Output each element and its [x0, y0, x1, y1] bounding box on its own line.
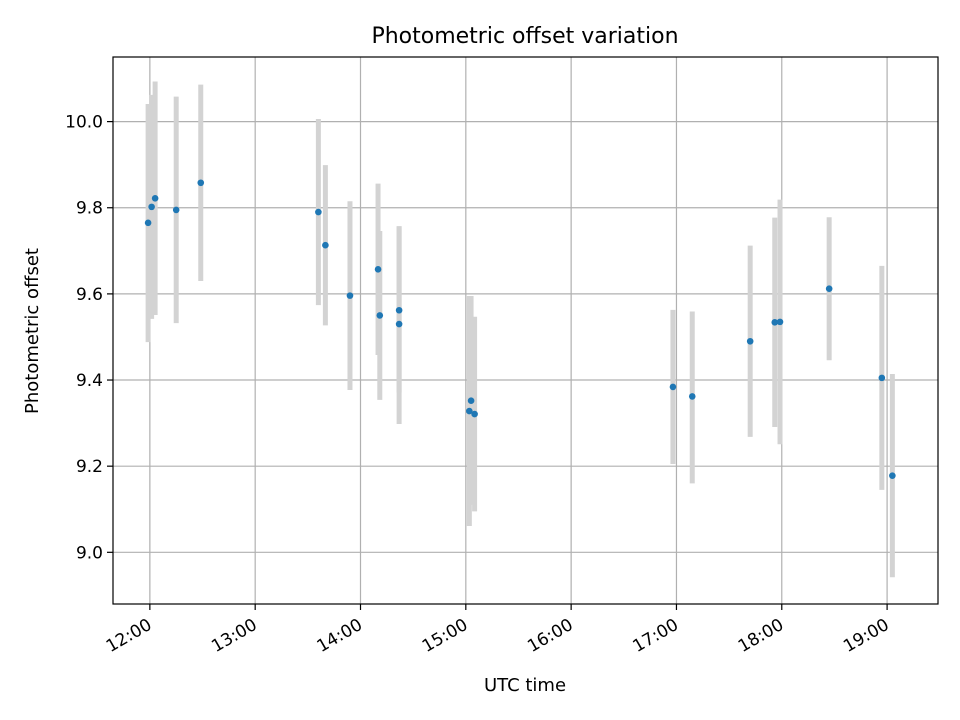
data-point: [315, 208, 322, 216]
y-tick-label: 9.8: [76, 199, 103, 219]
data-point: [825, 285, 833, 293]
data-point: [471, 410, 478, 418]
data-point: [322, 241, 329, 249]
x-tick-label: 19:00: [840, 615, 892, 657]
data-point: [776, 318, 784, 326]
data-point: [172, 206, 180, 214]
data-point: [688, 393, 696, 400]
data-point: [346, 292, 354, 299]
data-point: [878, 374, 886, 382]
x-axis-ticks: 12:00 13:00 14:00 15:00 16:00 17:00 18:00 19:00: [103, 604, 893, 657]
y-tick-label: 9.0: [76, 543, 103, 563]
x-tick-label: 12:00: [103, 615, 155, 657]
data-point: [395, 320, 403, 328]
data-point: [771, 319, 779, 326]
data-point: [148, 203, 155, 211]
error-bars: [145, 81, 895, 578]
data-point: [889, 472, 896, 479]
x-axis-label: UTC time: [484, 675, 566, 696]
data-point: [151, 194, 159, 202]
data-point: [395, 306, 403, 314]
x-tick-label: 16:00: [524, 615, 576, 657]
data-point: [374, 266, 382, 273]
data-point: [376, 312, 384, 319]
chart-title: Photometric offset variation: [371, 24, 678, 49]
data-point: [466, 407, 473, 415]
data-markers: [144, 179, 896, 479]
data-point: [144, 219, 152, 227]
y-tick-label: 9.6: [76, 285, 103, 305]
data-point: [197, 179, 205, 187]
y-tick-label: 9.4: [76, 371, 103, 391]
data-point: [746, 337, 754, 345]
x-tick-label: 15:00: [419, 615, 471, 657]
x-tick-label: 14:00: [314, 615, 366, 657]
x-tick-label: 17:00: [630, 615, 682, 657]
data-point: [467, 397, 475, 405]
data-point: [669, 383, 677, 391]
y-axis-ticks: 9.0 9.2 9.4 9.6 9.8 10.0: [65, 113, 113, 563]
x-tick-label: 18:00: [735, 615, 787, 657]
x-tick-label: 13:00: [208, 615, 260, 657]
grid: [113, 57, 938, 604]
y-tick-label: 9.2: [76, 457, 103, 477]
y-tick-label: 10.0: [65, 113, 103, 133]
plot-frame: [112, 56, 939, 605]
y-axis-label: Photometric offset: [22, 248, 43, 414]
